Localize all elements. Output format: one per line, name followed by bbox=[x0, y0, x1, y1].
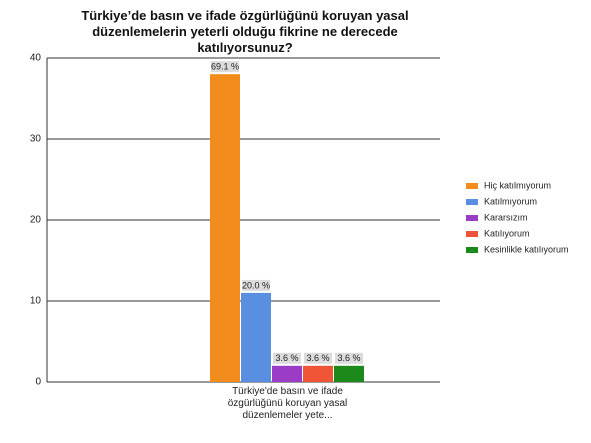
y-tick-label: 20 bbox=[30, 215, 42, 226]
bar bbox=[272, 365, 302, 382]
legend-label: Kararsızım bbox=[484, 212, 528, 222]
y-tick-label: 10 bbox=[30, 296, 42, 307]
value-label: 3.6 % bbox=[306, 353, 329, 363]
legend-swatch bbox=[466, 231, 478, 237]
value-label: 20.0 % bbox=[242, 280, 270, 290]
legend-label: Hiç katılmıyorum bbox=[484, 180, 551, 190]
bar bbox=[210, 74, 240, 382]
legend-swatch bbox=[466, 247, 478, 253]
value-label: 3.6 % bbox=[337, 353, 360, 363]
bar bbox=[241, 292, 271, 382]
y-tick-label: 40 bbox=[30, 53, 42, 64]
bar bbox=[334, 365, 364, 382]
value-label: 3.6 % bbox=[275, 353, 298, 363]
legend-label: Kesinlikle katılıyorum bbox=[484, 244, 569, 254]
chart-title: Türkiye’de basın ve ifade özgürlüğünü ko… bbox=[81, 8, 409, 55]
legend-swatch bbox=[466, 183, 478, 189]
y-tick-label: 30 bbox=[30, 134, 42, 145]
legend-swatch bbox=[466, 215, 478, 221]
value-label-bg bbox=[211, 61, 239, 73]
x-tick-label: Türkiye'de basın ve ifade özgürlüğünü ko… bbox=[227, 386, 348, 421]
value-label-bg bbox=[273, 352, 301, 364]
y-tick-label: 0 bbox=[35, 377, 41, 388]
value-label: 69.1 % bbox=[211, 62, 239, 72]
legend-label: Katılıyorum bbox=[484, 228, 530, 238]
value-label-bg bbox=[335, 352, 363, 364]
value-label-bg bbox=[304, 352, 332, 364]
legend-swatch bbox=[466, 199, 478, 205]
legend-label: Katılmıyorum bbox=[484, 196, 537, 206]
value-label-bg bbox=[242, 279, 270, 291]
bar bbox=[303, 365, 333, 382]
